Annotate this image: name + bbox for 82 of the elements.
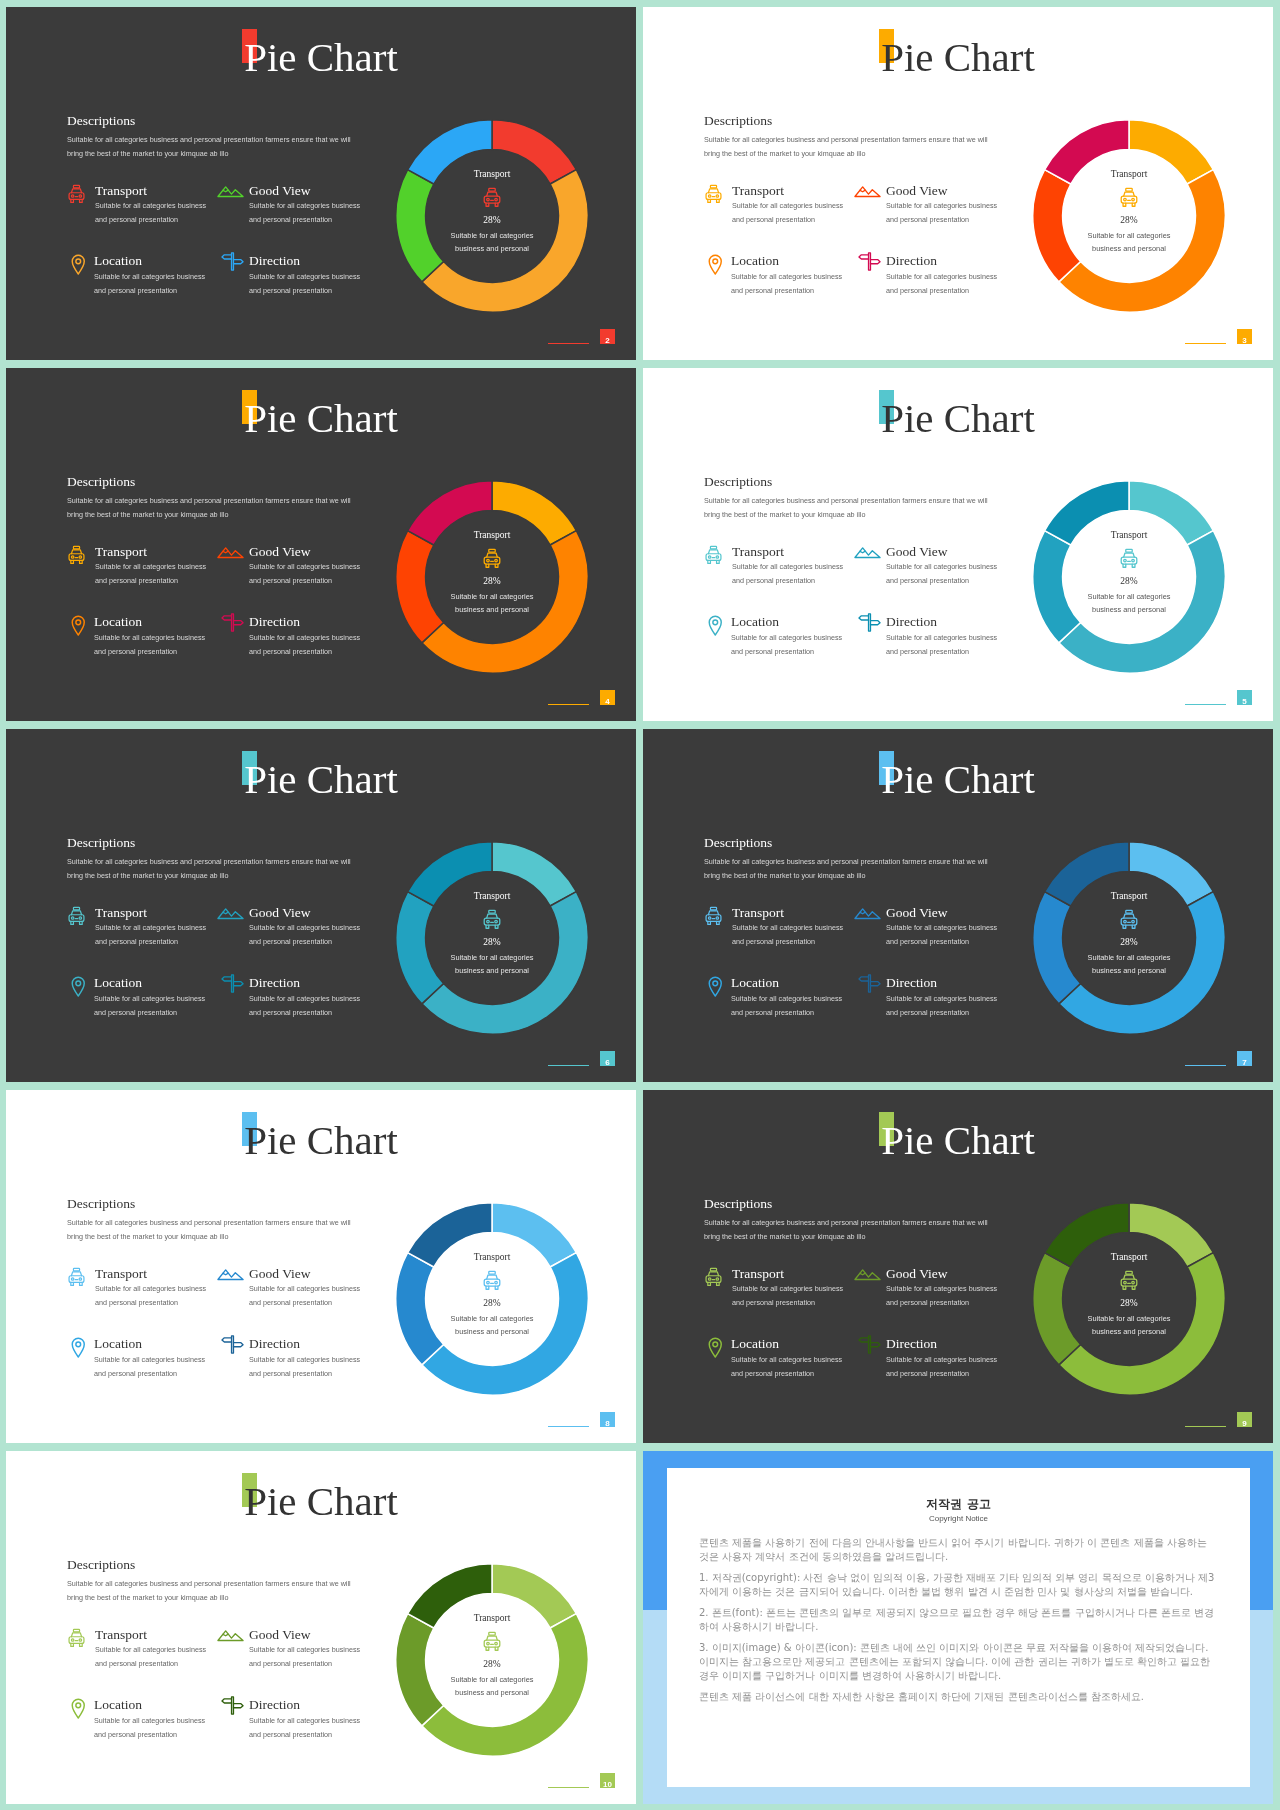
text: Good View <box>249 1626 311 1642</box>
page-badge: 2 <box>600 329 615 344</box>
text: Transport <box>1110 1251 1148 1262</box>
text: Location <box>94 252 142 268</box>
page-badge: 10 <box>600 1773 615 1788</box>
text: Location <box>94 613 142 629</box>
text: 28% <box>483 575 501 586</box>
page-badge: 5 <box>1237 690 1252 705</box>
text: Location <box>731 613 779 629</box>
page-badge: 7 <box>1237 1051 1252 1066</box>
text: Transport <box>95 904 148 920</box>
text: Transport <box>732 182 785 198</box>
chart-title: Pie Chart <box>244 1116 398 1163</box>
text: Good View <box>249 182 311 198</box>
text: Direction <box>886 252 937 268</box>
chart-title: Pie Chart <box>244 33 398 80</box>
text: Descriptions <box>67 1196 136 1211</box>
text: 28% <box>483 214 501 225</box>
text: Transport <box>473 529 511 540</box>
chart-title: Pie Chart <box>244 1477 398 1524</box>
text: Good View <box>886 182 948 198</box>
chart-title: Pie Chart <box>881 394 1035 441</box>
text: Good View <box>249 904 311 920</box>
text: Direction <box>886 974 937 990</box>
page-badge: 6 <box>600 1051 615 1066</box>
text: 28% <box>483 936 501 947</box>
text: Transport <box>473 890 511 901</box>
text: Location <box>731 252 779 268</box>
text: Descriptions <box>67 474 136 489</box>
text: Direction <box>249 974 300 990</box>
text: Direction <box>886 613 937 629</box>
text: 28% <box>1120 214 1138 225</box>
text: Transport <box>95 1626 148 1642</box>
text: Transport <box>473 1251 511 1262</box>
page-badge: 8 <box>600 1412 615 1427</box>
text: Direction <box>249 1696 300 1712</box>
text: Transport <box>95 1265 148 1281</box>
text: Transport <box>732 904 785 920</box>
text: Transport <box>95 182 148 198</box>
text: Good View <box>249 1265 311 1281</box>
chart-title: Pie Chart <box>881 755 1035 802</box>
chart-title: Pie Chart <box>881 1116 1035 1163</box>
text: Transport <box>473 168 511 179</box>
text: Direction <box>249 252 300 268</box>
text: Transport <box>1110 890 1148 901</box>
text: Location <box>94 1696 142 1712</box>
page-badge: 4 <box>600 690 615 705</box>
page-badge: 9 <box>1237 1412 1252 1427</box>
text: Direction <box>249 1335 300 1351</box>
text: Transport <box>732 1265 785 1281</box>
text: 28% <box>483 1297 501 1308</box>
text: Transport <box>95 543 148 559</box>
text: Descriptions <box>704 474 773 489</box>
text: Descriptions <box>704 1196 773 1211</box>
chart-title: Pie Chart <box>881 33 1035 80</box>
text: Good View <box>886 904 948 920</box>
text: Descriptions <box>67 835 136 850</box>
chart-title: Pie Chart <box>244 755 398 802</box>
text: Location <box>94 974 142 990</box>
text: Transport <box>473 1612 511 1623</box>
text: Direction <box>886 1335 937 1351</box>
chart-title: Pie Chart <box>244 394 398 441</box>
text: Location <box>94 1335 142 1351</box>
text: Location <box>731 974 779 990</box>
text: Descriptions <box>67 1557 136 1572</box>
text: Good View <box>886 1265 948 1281</box>
text: Good View <box>249 543 311 559</box>
page-badge: 3 <box>1237 329 1252 344</box>
text: 28% <box>483 1658 501 1669</box>
notice-card: 저작권 공고 Copyright Notice 콘텐츠 제품을 사용하기 전에 다음의 안내사항을 반드시 읽어 주시기 바랍니다. 귀하가 이 콘텐츠 제품을 사용하는 것은 사용자 계약서 조건에 동의하였음을 알려드립니다. 1. 저작권(copyright): 사전 승낙 없이 임의적 이용, 가공한 재배포 기타 임의적 외부 영리 목적으로 이용하거나 제3자에게 이용하는 것은 금지되어 있습니다. 이러한 불법 행위 발견 시 준엄한 민사 및 형사상의 처벌을 받습니다. 2. 폰트(font): 폰트는 콘텐츠의 일부로 제공되지 않으므로 필요한 경우 해당 폰트를 구입하시거나 다른 폰트로 변경하여 사용하시기 바랍니다. 3. 이미지(image) & 아이콘(icon): 콘텐츠 내에 쓰인 이미지와 아이콘은 무료 저작물을 이용하여 제작되었습니다. 이미지는 참고용으로만 제공되고 콘텐츠에는 포함되지 않습니다. 이에 관한 권리는 귀하가 별도로 확인하고 필요한 경우 이미지를 구입하거나 이미지를 변경하여 사용하시기 바랍니다. 콘텐츠 제품 라이선스에 대한 자세한 사항은 홈페이지 하단에 기재된 콘텐츠라이선스를 참조하세요. <box>667 1468 1250 1787</box>
text: Location <box>731 1335 779 1351</box>
text: Descriptions <box>67 113 136 128</box>
text: 28% <box>1120 575 1138 586</box>
text: Descriptions <box>704 113 773 128</box>
text: Transport <box>1110 168 1148 179</box>
text: 28% <box>1120 1297 1138 1308</box>
text: Good View <box>886 543 948 559</box>
text: Descriptions <box>704 835 773 850</box>
text: Direction <box>249 613 300 629</box>
text: Transport <box>732 543 785 559</box>
text: 28% <box>1120 936 1138 947</box>
text: Transport <box>1110 529 1148 540</box>
